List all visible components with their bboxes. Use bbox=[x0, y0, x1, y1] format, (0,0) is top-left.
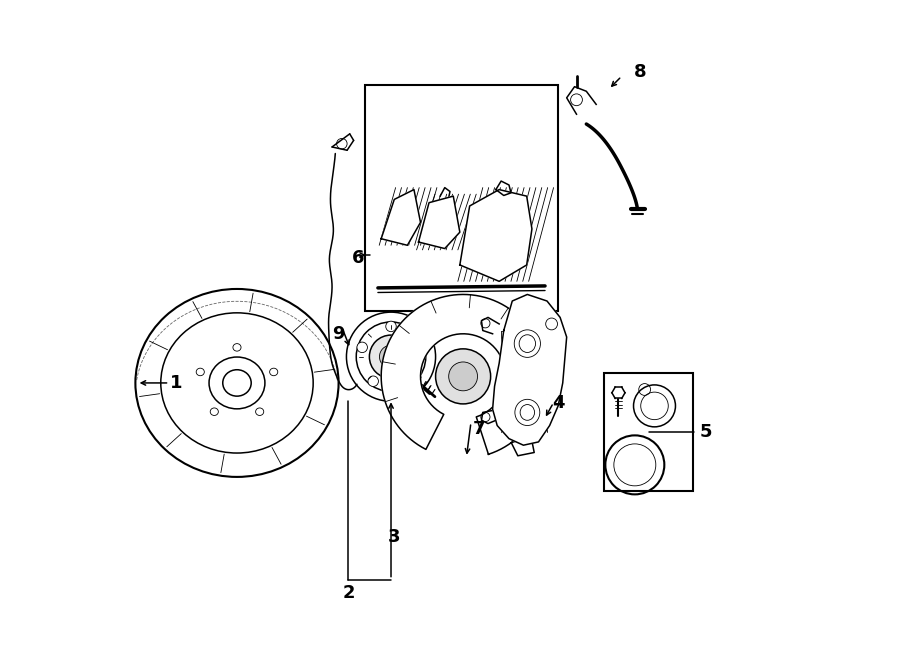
Ellipse shape bbox=[233, 344, 241, 351]
Text: 7: 7 bbox=[473, 420, 486, 438]
Circle shape bbox=[357, 342, 367, 352]
Text: 2: 2 bbox=[342, 584, 355, 602]
Circle shape bbox=[403, 376, 414, 387]
Ellipse shape bbox=[270, 368, 278, 375]
Text: 1: 1 bbox=[170, 374, 183, 392]
Bar bbox=[604, 373, 692, 491]
Circle shape bbox=[369, 335, 412, 378]
Ellipse shape bbox=[256, 408, 264, 416]
Circle shape bbox=[449, 362, 478, 391]
Polygon shape bbox=[492, 294, 567, 446]
Ellipse shape bbox=[196, 368, 204, 375]
Text: 3: 3 bbox=[388, 528, 400, 546]
Text: 5: 5 bbox=[699, 423, 712, 441]
Circle shape bbox=[368, 376, 378, 387]
Polygon shape bbox=[418, 196, 460, 249]
Circle shape bbox=[415, 342, 425, 352]
Bar bbox=[364, 85, 558, 311]
Circle shape bbox=[380, 345, 402, 368]
Ellipse shape bbox=[223, 369, 251, 396]
Text: 4: 4 bbox=[552, 393, 564, 412]
Text: 6: 6 bbox=[352, 249, 365, 268]
Text: 9: 9 bbox=[332, 325, 345, 343]
Circle shape bbox=[386, 321, 396, 332]
Polygon shape bbox=[382, 294, 545, 454]
Text: 8: 8 bbox=[634, 63, 646, 81]
Polygon shape bbox=[382, 190, 420, 245]
Circle shape bbox=[346, 312, 436, 401]
Ellipse shape bbox=[211, 408, 219, 416]
Circle shape bbox=[436, 349, 490, 404]
Polygon shape bbox=[460, 190, 532, 282]
